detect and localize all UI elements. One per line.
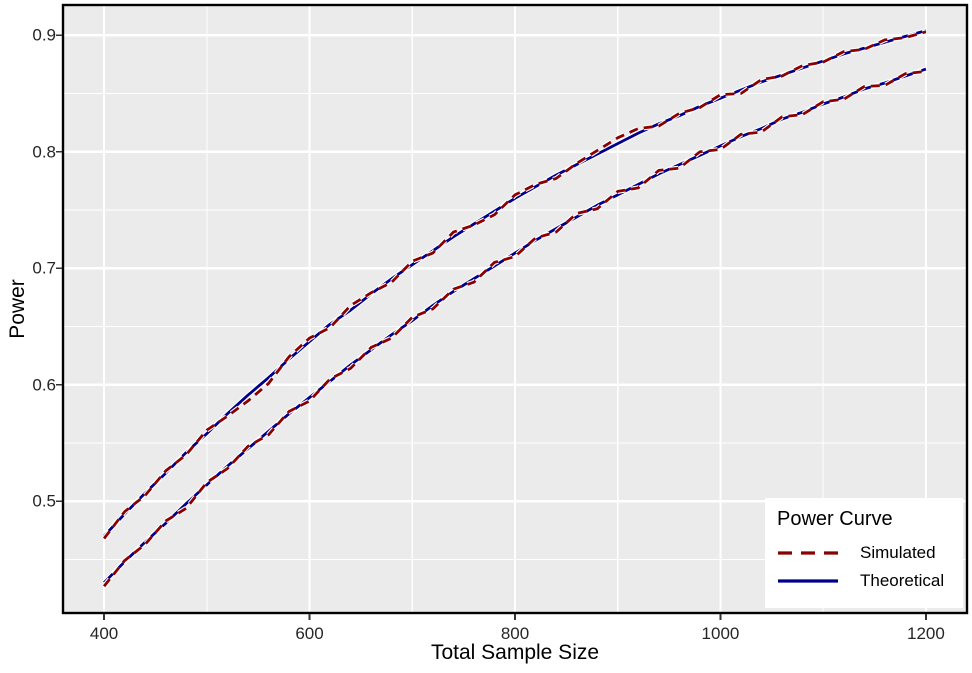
x-tick-label: 400 — [89, 624, 119, 643]
x-tick-label: 1000 — [701, 624, 740, 643]
y-tick-label: 0.6 — [32, 375, 56, 395]
legend-entry-theoretical: Theoretical — [777, 567, 951, 595]
y-tick-label: 0.7 — [32, 258, 56, 278]
legend-entry-simulated: Simulated — [777, 539, 951, 567]
simulated-curve — [103, 70, 927, 588]
y-tick-label: 0.5 — [32, 491, 56, 511]
x-axis-title: Total Sample Size — [430, 641, 600, 664]
simulated-curve — [102, 30, 927, 540]
solid-line-key-icon — [778, 579, 838, 583]
legend-title: Power Curve — [777, 508, 893, 530]
x-tick-label: 800 — [500, 624, 530, 643]
panel-border — [61, 3, 969, 615]
legend-entry-label: Simulated — [860, 543, 936, 562]
legend: Power Curve Simulated Theoretical — [765, 498, 963, 608]
y-tick-label: 0.8 — [32, 142, 56, 162]
legend-entry-label: Theoretical — [860, 571, 945, 590]
x-tick-label: 600 — [295, 624, 324, 643]
y-tick-label: 0.9 — [32, 25, 56, 45]
dashed-line-key-icon — [778, 551, 838, 555]
x-tick-label: 1200 — [906, 624, 945, 643]
y-axis-title: Power — [6, 279, 29, 339]
